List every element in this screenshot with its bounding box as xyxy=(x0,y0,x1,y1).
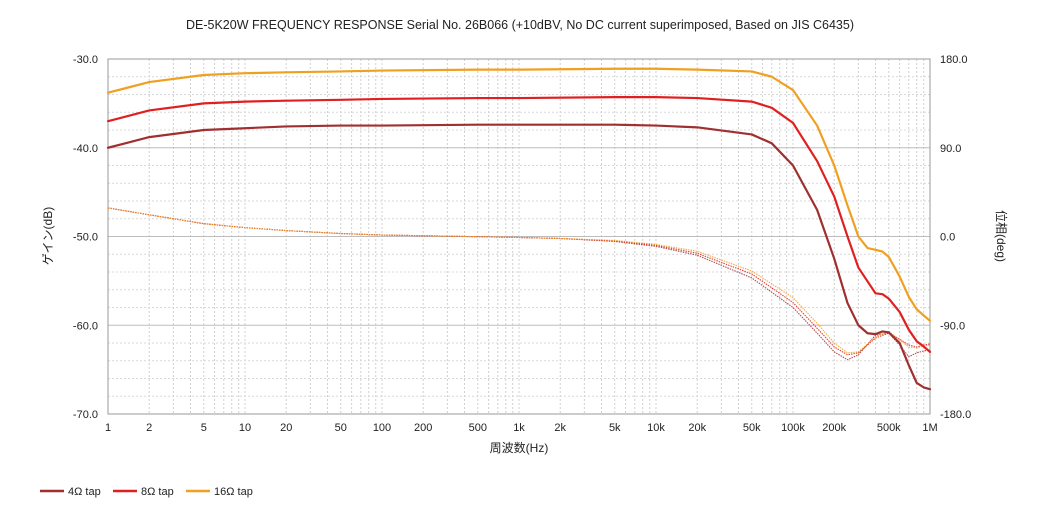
y-tick-label: -50.0 xyxy=(73,232,98,244)
x-tick-label: 200k xyxy=(822,422,846,434)
x-tick-label: 5 xyxy=(201,422,207,434)
phase-series xyxy=(107,207,931,361)
x-tick-label: 100k xyxy=(781,422,805,434)
gain-line-0 xyxy=(106,123,932,391)
y2-tick-label: 0.0 xyxy=(940,232,955,244)
x-tick-label: 20k xyxy=(688,422,706,434)
x-tick-label: 50k xyxy=(743,422,761,434)
x-tick-label: 500 xyxy=(469,422,487,434)
x-axis-label: 周波数(Hz) xyxy=(490,440,549,455)
legend-label: 8Ω tap xyxy=(141,486,174,498)
chart-title: DE-5K20W FREQUENCY RESPONSE Serial No. 2… xyxy=(186,18,854,32)
y2-tick-label: 90.0 xyxy=(940,143,961,155)
phase-line-2 xyxy=(107,207,931,354)
y2-tick-label: -180.0 xyxy=(940,409,971,421)
grid xyxy=(108,59,930,414)
x-tick-label: 1M xyxy=(922,422,937,434)
y-tick-label: -60.0 xyxy=(73,320,98,332)
x-axis-ticks: 1 2 5 10 20 50 100 200 500 1k 2k 5k 10k 20k 50k 100k 200… xyxy=(105,422,938,434)
gain-line-1 xyxy=(106,96,932,353)
gain-series xyxy=(106,67,932,391)
x-tick-label: 1k xyxy=(513,422,525,434)
y-axis-ticks: -30.0 -40.0 -50.0 -60.0 -70.0 xyxy=(73,54,98,421)
y2-tick-label: -90.0 xyxy=(940,320,965,332)
legend-label: 4Ω tap xyxy=(68,486,101,498)
x-tick-label: 10k xyxy=(647,422,665,434)
legend: 4Ω tap 8Ω tap 16Ω tap xyxy=(40,486,253,498)
x-tick-label: 2 xyxy=(146,422,152,434)
legend-label: 16Ω tap xyxy=(214,486,253,498)
x-tick-label: 50 xyxy=(335,422,347,434)
x-tick-label: 200 xyxy=(414,422,432,434)
x-tick-label: 2k xyxy=(554,422,566,434)
x-tick-label: 20 xyxy=(280,422,292,434)
y2-tick-label: 180.0 xyxy=(940,54,968,66)
x-tick-label: 1 xyxy=(105,422,111,434)
x-tick-label: 100 xyxy=(373,422,391,434)
y-tick-label: -30.0 xyxy=(73,54,98,66)
x-tick-label: 500k xyxy=(877,422,901,434)
y2-axis-ticks: 180.0 90.0 0.0 -90.0 -180.0 xyxy=(940,54,971,421)
y2-axis-label: 位相(deg) xyxy=(994,210,1009,262)
y-tick-label: -70.0 xyxy=(73,409,98,421)
plot-frame xyxy=(107,58,931,415)
gain-line-2 xyxy=(106,67,932,322)
x-tick-label: 5k xyxy=(609,422,621,434)
y-tick-label: -40.0 xyxy=(73,143,98,155)
y-axis-label: ゲイン(dB) xyxy=(41,207,55,265)
x-tick-label: 10 xyxy=(239,422,251,434)
plot-border xyxy=(107,58,931,415)
